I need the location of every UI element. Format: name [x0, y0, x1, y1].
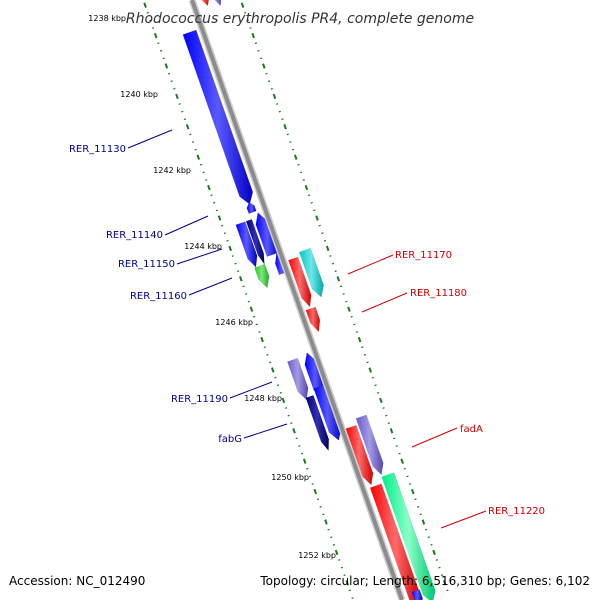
ruler-tick [421, 519, 426, 525]
gene-label-rer-11140[interactable]: RER_11140 [106, 215, 209, 241]
gene-rer-11130[interactable] [182, 29, 254, 205]
gene-label-rer-11220[interactable]: RER_11220 [440, 506, 545, 529]
svg-text:fabG: fabG [218, 434, 242, 445]
ruler-tick [347, 306, 351, 312]
ruler-tick [400, 458, 404, 464]
ruler-tick [313, 488, 318, 495]
ruler-tick [270, 367, 275, 373]
tick-label-1246: 1246 kbp [215, 318, 253, 327]
gene-label-rer-11160[interactable]: RER_11160 [130, 277, 233, 302]
gene-rer-11170-b[interactable] [298, 247, 324, 298]
svg-text:RER_11190: RER_11190 [171, 394, 228, 405]
ruler-tick [249, 306, 254, 312]
ruler-tick [292, 428, 296, 434]
tick-label-1244: 1244 kbp [184, 242, 222, 251]
ruler-tick [175, 93, 179, 100]
ruler-tick [228, 245, 232, 252]
gene-small-blue[interactable] [246, 201, 257, 214]
ruler-tick [357, 336, 362, 343]
ruler-tick [272, 93, 277, 100]
genome-summary-text: Topology: circular; Length: 6,516,310 bp… [260, 574, 590, 588]
ruler-tick [334, 549, 339, 556]
ruler-tick [336, 276, 341, 282]
tick-label-1242: 1242 kbp [153, 166, 191, 175]
ruler-tick [164, 63, 169, 69]
ruler-tick [324, 519, 328, 525]
tick-label-1250: 1250 kbp [271, 473, 309, 482]
ruler-tick [281, 397, 286, 404]
map-title: Rhodococcus erythropolis PR4, complete g… [126, 11, 474, 27]
tick-label-1238: 1238 kbp [88, 14, 126, 23]
ruler-tick [315, 215, 319, 221]
ruler-tick [379, 397, 383, 404]
gene-block-top-purple[interactable] [207, 0, 222, 7]
svg-text:RER_11160: RER_11160 [130, 291, 187, 302]
ruler-tick [325, 245, 330, 252]
ruler-tick [240, 2, 245, 8]
position-ruler [143, 2, 449, 599]
ruler-tick [196, 154, 201, 160]
svg-text:fadA: fadA [460, 424, 483, 435]
ruler-tick [217, 215, 222, 221]
ruler-tick [345, 580, 350, 586]
ruler-tick [239, 276, 243, 282]
gene-rer-11220[interactable] [369, 483, 421, 600]
ruler-tick [442, 580, 447, 586]
accession-text: Accession: NC_012490 [9, 574, 146, 588]
ruler-tick [251, 32, 255, 39]
gene-label-rer-11180[interactable]: RER_11180 [361, 288, 467, 313]
ruler-tick [432, 549, 436, 556]
gene-rer-11190[interactable] [287, 357, 309, 401]
ruler-tick [260, 336, 264, 343]
gene-rer-11160[interactable] [254, 263, 270, 289]
svg-text:RER_11170: RER_11170 [395, 250, 452, 261]
ruler-tick [304, 184, 309, 191]
genome-backbone [188, 0, 406, 600]
ruler-tick [143, 2, 147, 8]
gene-label-fabg[interactable]: fabG [218, 423, 288, 445]
ruler-tick [153, 32, 158, 39]
ruler-tick [302, 458, 307, 464]
ruler-tick [411, 488, 415, 495]
gene-label-rer-11170[interactable]: RER_11170 [347, 250, 452, 275]
tick-label-1240: 1240 kbp [120, 90, 158, 99]
gene-rer-11150[interactable] [245, 218, 265, 266]
ruler-tick [283, 124, 287, 130]
tick-label-1252: 1252 kbp [298, 551, 336, 560]
svg-text:RER_11180: RER_11180 [410, 288, 467, 299]
ruler-tick [368, 367, 373, 373]
ruler-tick [293, 154, 298, 160]
svg-text:RER_11150: RER_11150 [118, 259, 175, 270]
gene-fada[interactable] [345, 424, 374, 486]
svg-text:RER_11130: RER_11130 [69, 144, 126, 155]
svg-text:RER_11220: RER_11220 [488, 506, 545, 517]
gene-bottom-blue[interactable] [411, 589, 423, 600]
gene-rer-11220-b[interactable] [381, 472, 436, 600]
gene-fada-b[interactable] [355, 414, 384, 476]
svg-text:RER_11140: RER_11140 [106, 230, 163, 241]
gene-label-rer-11150[interactable]: RER_11150 [118, 248, 223, 270]
tick-label-1248: 1248 kbp [244, 394, 282, 403]
ruler-tick [262, 63, 266, 69]
gene-rer-11180[interactable] [305, 306, 321, 333]
ruler-tick [207, 184, 211, 191]
gene-label-rer-11190[interactable]: RER_11190 [171, 381, 273, 405]
gene-fabg[interactable] [305, 394, 330, 452]
gene-rer-11170[interactable] [288, 256, 312, 308]
ruler-tick [389, 428, 394, 434]
gene-track [182, 0, 436, 600]
ruler-tick [185, 124, 190, 130]
gene-block-top-red[interactable] [195, 0, 210, 7]
gene-label-fada[interactable]: fadA [411, 424, 483, 448]
gene-rer-11140[interactable] [235, 221, 258, 268]
gene-label-rer-11130[interactable]: RER_11130 [69, 129, 173, 155]
